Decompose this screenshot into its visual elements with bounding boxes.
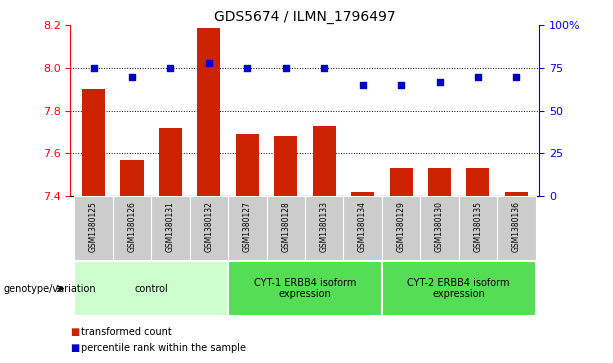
Bar — [421, 196, 459, 261]
Text: transformed count: transformed count — [81, 327, 172, 337]
Bar — [113, 196, 151, 261]
Text: CYT-2 ERBB4 isoform
expression: CYT-2 ERBB4 isoform expression — [408, 278, 510, 299]
Text: GSM1380132: GSM1380132 — [204, 201, 213, 252]
Point — [166, 65, 175, 71]
Bar — [313, 126, 336, 196]
Bar — [382, 196, 421, 261]
Bar — [236, 134, 259, 196]
Text: GSM1380130: GSM1380130 — [435, 201, 444, 252]
Bar — [351, 192, 374, 196]
Text: genotype/variation: genotype/variation — [3, 284, 96, 294]
Point — [281, 65, 291, 71]
Bar — [121, 160, 143, 196]
Text: percentile rank within the sample: percentile rank within the sample — [81, 343, 246, 354]
Title: GDS5674 / ILMN_1796497: GDS5674 / ILMN_1796497 — [214, 11, 396, 24]
Point — [242, 65, 252, 71]
Bar — [228, 196, 267, 261]
Text: GSM1380134: GSM1380134 — [358, 201, 367, 252]
Bar — [267, 196, 305, 261]
Point — [89, 65, 99, 71]
Text: GSM1380131: GSM1380131 — [166, 201, 175, 252]
Bar — [428, 168, 451, 196]
Bar — [74, 196, 113, 261]
Text: ■: ■ — [70, 327, 80, 337]
Bar — [459, 196, 497, 261]
Text: GSM1380135: GSM1380135 — [473, 201, 482, 252]
Text: GSM1380136: GSM1380136 — [512, 201, 521, 252]
Bar — [466, 168, 489, 196]
Bar — [228, 261, 382, 316]
Bar — [274, 136, 297, 196]
Bar — [497, 196, 536, 261]
Bar — [505, 192, 528, 196]
Point — [473, 74, 483, 79]
Text: CYT-1 ERBB4 isoform
expression: CYT-1 ERBB4 isoform expression — [254, 278, 356, 299]
Point — [204, 60, 214, 66]
Text: GSM1380129: GSM1380129 — [397, 201, 406, 252]
Text: ■: ■ — [70, 343, 80, 354]
Point — [396, 82, 406, 88]
Text: GSM1380133: GSM1380133 — [320, 201, 329, 252]
Bar — [189, 196, 228, 261]
Bar — [305, 196, 343, 261]
Bar — [151, 196, 189, 261]
Bar — [197, 28, 221, 196]
Point — [358, 82, 368, 88]
Bar — [159, 128, 182, 196]
Bar — [382, 261, 536, 316]
Text: GSM1380128: GSM1380128 — [281, 201, 290, 252]
Bar — [74, 261, 228, 316]
Point — [319, 65, 329, 71]
Text: GSM1380126: GSM1380126 — [128, 201, 137, 252]
Bar — [82, 89, 105, 196]
Point — [127, 74, 137, 79]
Point — [435, 79, 444, 85]
Text: GSM1380127: GSM1380127 — [243, 201, 252, 252]
Text: control: control — [134, 284, 168, 294]
Bar — [389, 168, 413, 196]
Point — [511, 74, 521, 79]
Text: GSM1380125: GSM1380125 — [89, 201, 98, 252]
Bar — [343, 196, 382, 261]
